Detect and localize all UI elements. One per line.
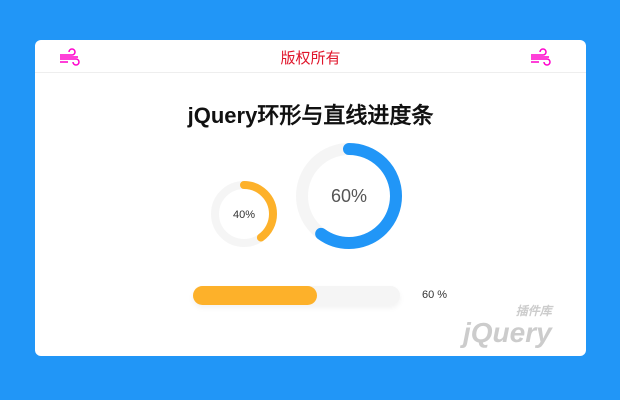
wind-icon[interactable] <box>529 48 553 66</box>
page-title: jQuery环形与直线进度条 <box>187 103 434 128</box>
ring-label: 40% <box>233 209 255 221</box>
ring-progress-large: 60% <box>296 143 402 249</box>
watermark-logo: 插件库 jQuery <box>463 304 552 348</box>
linear-progress <box>193 286 400 305</box>
watermark-sub: 插件库 <box>515 304 552 318</box>
watermark-text: jQuery <box>463 317 552 348</box>
header-title: 版权所有 <box>280 50 341 67</box>
ring-label: 60% <box>331 186 367 206</box>
linear-progress-fill <box>193 286 318 305</box>
ring-arc <box>296 143 402 249</box>
ring-progress-small: 40% <box>211 181 277 247</box>
wind-icon[interactable] <box>58 48 82 66</box>
card: 版权所有 jQuery环形与直线进度条 40% 60% 60 % 插件库 jQu… <box>35 40 586 356</box>
header: 版权所有 <box>35 40 586 73</box>
linear-progress-label: 60 % <box>422 289 448 301</box>
ring-arc <box>211 181 277 247</box>
